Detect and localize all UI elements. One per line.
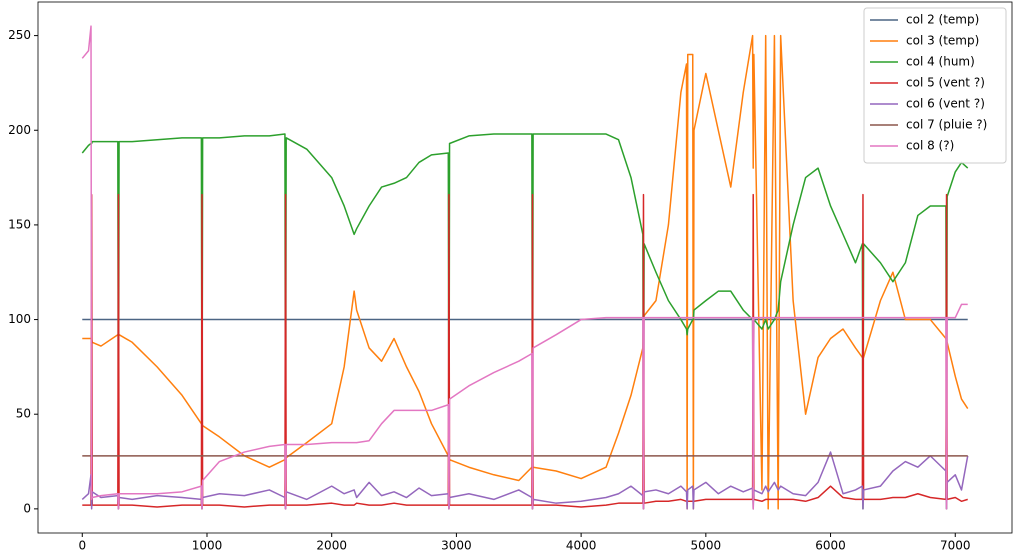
legend-label: col 8 (?) — [906, 139, 954, 153]
legend-label: col 7 (pluie ?) — [906, 118, 987, 132]
axes-frame — [37, 1, 1013, 534]
x-tick-label: 3000 — [441, 539, 472, 553]
series-line — [82, 193, 968, 508]
legend-label: col 3 (temp) — [906, 34, 979, 48]
legend-box — [863, 7, 1007, 164]
series-line — [81, 451, 969, 510]
x-tick-label: 2000 — [316, 539, 347, 553]
x-tick-label: 7000 — [940, 539, 971, 553]
x-tick-label: 1000 — [192, 539, 223, 553]
x-tick-label: 5000 — [691, 539, 722, 553]
legend-label: col 2 (temp) — [906, 13, 979, 27]
y-tick-label: 150 — [8, 217, 31, 231]
y-tick-label: 200 — [8, 123, 31, 137]
y-tick-label: 0 — [23, 501, 31, 515]
x-tick-label: 0 — [78, 539, 86, 553]
legend: col 2 (temp) col 3 (temp) col 4 (hum) col 5… — [863, 7, 1007, 164]
x-tick-label: 6000 — [815, 539, 846, 553]
legend-label: col 4 (hum) — [906, 55, 975, 69]
y-tick-label: 250 — [8, 28, 31, 42]
plot-area — [38, 2, 1012, 533]
y-tick-label: 100 — [8, 312, 31, 326]
x-tick-label: 4000 — [566, 539, 597, 553]
y-tick-label: 50 — [16, 407, 31, 421]
series-line — [81, 25, 968, 510]
legend-label: col 5 (vent ?) — [906, 76, 985, 90]
series-line — [81, 133, 969, 510]
legend-label: col 6 (vent ?) — [906, 97, 985, 111]
series-line — [82, 34, 969, 510]
